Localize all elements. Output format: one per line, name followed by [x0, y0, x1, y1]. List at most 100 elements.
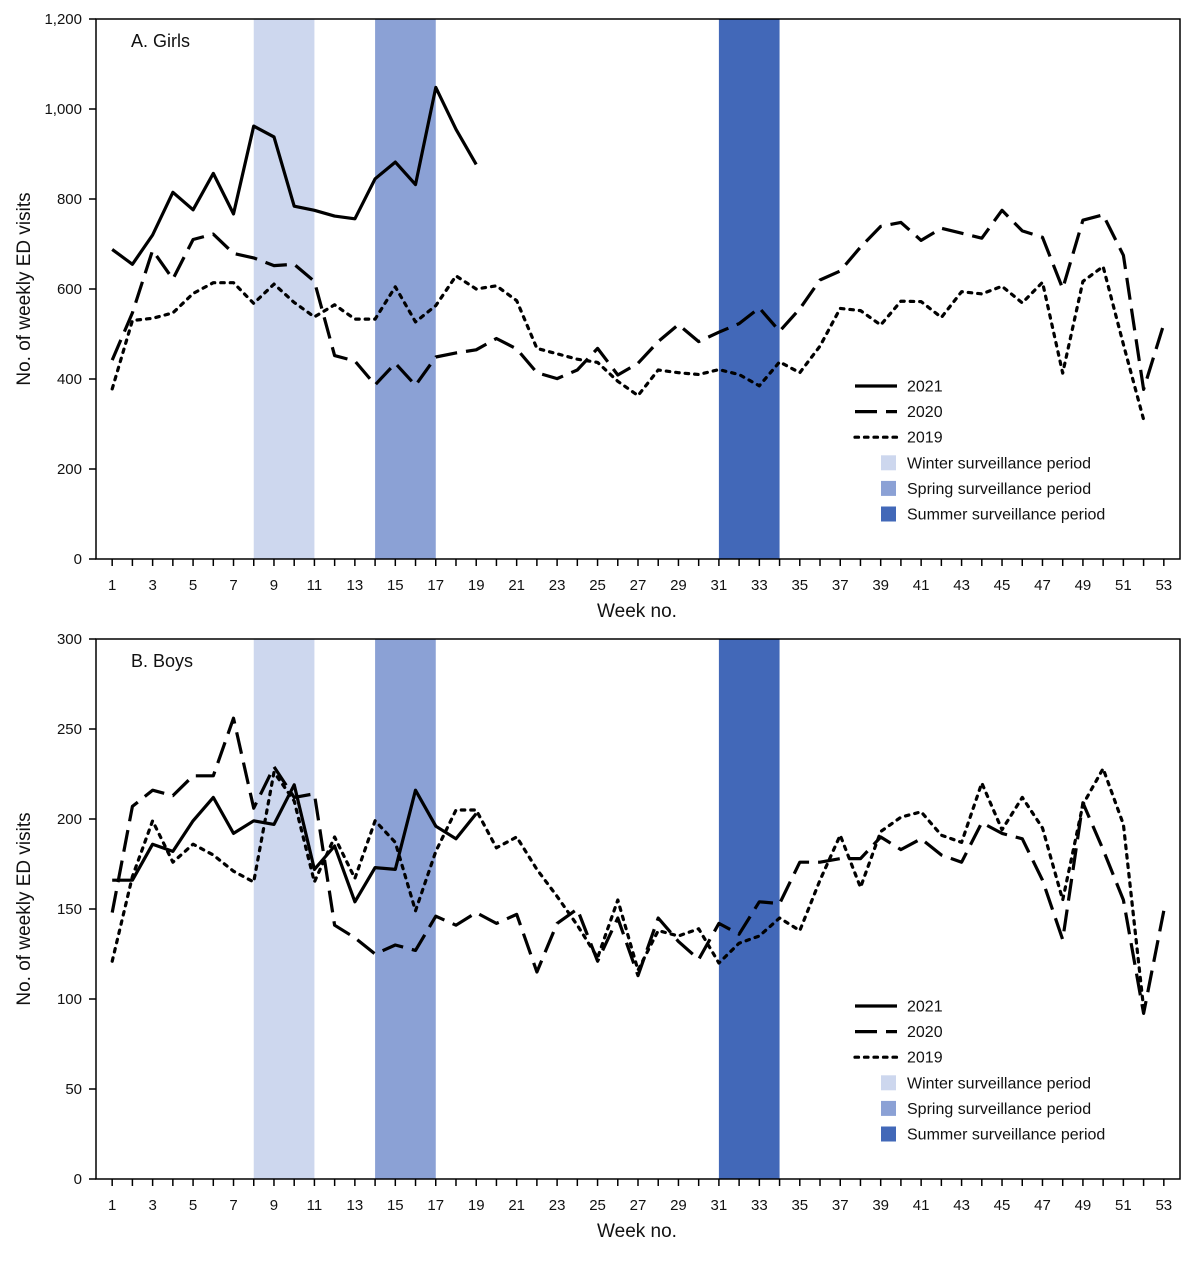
boys-x-tick-label: 11: [307, 1197, 323, 1214]
boys-x-tick-label: 15: [387, 1197, 404, 1214]
boys-legend: 2021 2020 2019 Winter surveillance period Sp…: [853, 999, 1105, 1144]
girls-x-tick-label: 43: [953, 577, 970, 594]
girls-x-tick-label: 27: [630, 577, 647, 594]
girls-x-tick-label: 25: [589, 577, 606, 594]
boys-legend-label: Winter surveillance period: [907, 1075, 1091, 1092]
boys-x-tick-label: 7: [229, 1197, 237, 1214]
girls-series-2020-line: [110, 208, 1166, 391]
boys-x-tick-label: 25: [589, 1197, 606, 1214]
girls-x-tick-label: 7: [229, 577, 237, 594]
girls-x-tick-label: 15: [387, 577, 404, 594]
girls-x-tick-label: 49: [1075, 577, 1092, 594]
boys-x-tick-label: 3: [148, 1197, 156, 1214]
girls-x-tick-label: 47: [1034, 577, 1051, 594]
boys-x-tick-label: 5: [189, 1197, 197, 1214]
girls-x-tick-label: 35: [791, 577, 808, 594]
boys-legend-label: Spring surveillance period: [907, 1101, 1091, 1118]
girls-x-axis-title: Week no.: [597, 601, 677, 622]
boys-x-tick-label: 9: [270, 1197, 278, 1214]
girls-spring-period-band: [375, 19, 436, 559]
girls-y-tick-label: 200: [57, 461, 82, 478]
boys-x-tick-label: 43: [953, 1197, 970, 1214]
girls-x-tick-label: 45: [994, 577, 1011, 594]
boys-legend-label: 2019: [907, 1050, 943, 1067]
boys-series-2020-line: [110, 716, 1166, 1016]
girls-x-tick-label: 3: [148, 577, 156, 594]
boys-x-tick-label: 31: [711, 1197, 728, 1214]
boys-winter-period-band: [253, 639, 315, 1179]
boys-panel-title: B. Boys: [131, 651, 193, 671]
girls-x-tick-label: 5: [189, 577, 197, 594]
girls-series-2021-line: [111, 85, 478, 266]
boys-legend-label: 2021: [907, 999, 943, 1016]
girls-legend-label: 2019: [907, 430, 943, 447]
girls-x-tick-label: 9: [270, 577, 278, 594]
girls-x-tick-label: 41: [913, 577, 930, 594]
boys-legend-spring-swatch: [881, 1100, 896, 1116]
boys-legend-label: 2020: [907, 1024, 943, 1041]
girls-x-tick-label: 53: [1155, 577, 1172, 594]
boys-series-2021-line: [112, 783, 478, 904]
boys-x-tick-label: 21: [508, 1197, 525, 1214]
boys-summer-period-band: [718, 639, 780, 1179]
girls-x-tick-label: 29: [670, 577, 687, 594]
girls-x-tick-label: 17: [427, 577, 444, 594]
girls-x-tick-label: 31: [711, 577, 728, 594]
girls-y-tick-label: 400: [57, 371, 82, 388]
boys-legend-summer-swatch: [881, 1126, 896, 1142]
girls-legend: 2021 2020 2019 Winter surveillance period Sp…: [853, 379, 1105, 524]
boys-x-tick-label: 23: [549, 1197, 566, 1214]
girls-legend-label: Summer surveillance period: [907, 507, 1105, 524]
girls-x-tick-label: 11: [307, 577, 323, 594]
girls-y-tick-label: 1,000: [44, 101, 82, 118]
boys-x-tick-label: 49: [1075, 1197, 1092, 1214]
girls-x-tick-label: 33: [751, 577, 768, 594]
boys-x-tick-label: 47: [1034, 1197, 1051, 1214]
girls-x-tick-label: 21: [508, 577, 525, 594]
girls-legend-label: 2021: [907, 379, 943, 396]
boys-spring-period-band: [375, 639, 436, 1179]
boys-y-tick-label: 100: [57, 991, 82, 1008]
boys-x-axis-title: Week no.: [597, 1221, 677, 1242]
boys-x-tick-label: 1: [108, 1197, 116, 1214]
boys-x-tick-label: 27: [630, 1197, 647, 1214]
girls-x-tick-label: 13: [347, 577, 364, 594]
boys-x-tick-label: 39: [872, 1197, 889, 1214]
boys-x-tick-label: 35: [791, 1197, 808, 1214]
girls-y-axis-title: No. of weekly ED visits: [14, 192, 35, 385]
boys-series-2019-line: [110, 766, 1146, 1010]
girls-x-tick-label: 1: [108, 577, 116, 594]
girls-legend-winter-swatch: [881, 455, 896, 471]
girls-legend-summer-swatch: [881, 506, 896, 522]
girls-summer-period-band: [718, 19, 780, 559]
boys-x-tick-label: 13: [347, 1197, 364, 1214]
girls-legend-spring-swatch: [881, 480, 896, 496]
boys-x-tick-label: 45: [994, 1197, 1011, 1214]
girls-y-tick-label: 800: [57, 191, 82, 208]
girls-y-tick-label: 1,200: [44, 11, 82, 28]
boys-x-tick-label: 33: [751, 1197, 768, 1214]
girls-x-tick-label: 19: [468, 577, 485, 594]
girls-panel-title: A. Girls: [131, 31, 190, 51]
boys-y-tick-label: 150: [57, 901, 82, 918]
boys-x-tick-label: 53: [1155, 1197, 1172, 1214]
boys-y-tick-label: 250: [57, 721, 82, 738]
boys-y-tick-label: 200: [57, 811, 82, 828]
girls-x-tick-label: 39: [872, 577, 889, 594]
boys-x-tick-label: 51: [1115, 1197, 1132, 1214]
girls-legend-label: Spring surveillance period: [907, 481, 1091, 498]
boys-legend-winter-swatch: [881, 1075, 896, 1091]
boys-x-tick-label: 17: [427, 1197, 444, 1214]
girls-winter-period-band: [253, 19, 315, 559]
girls-x-tick-label: 37: [832, 577, 849, 594]
girls-legend-label: Winter surveillance period: [907, 455, 1091, 472]
boys-y-tick-label: 300: [57, 631, 82, 648]
girls-x-tick-label: 51: [1115, 577, 1132, 594]
girls-y-tick-label: 0: [74, 551, 82, 568]
boys-y-axis-title: No. of weekly ED visits: [14, 812, 35, 1005]
boys-y-tick-label: 50: [65, 1081, 82, 1098]
girls-legend-label: 2020: [907, 404, 943, 421]
